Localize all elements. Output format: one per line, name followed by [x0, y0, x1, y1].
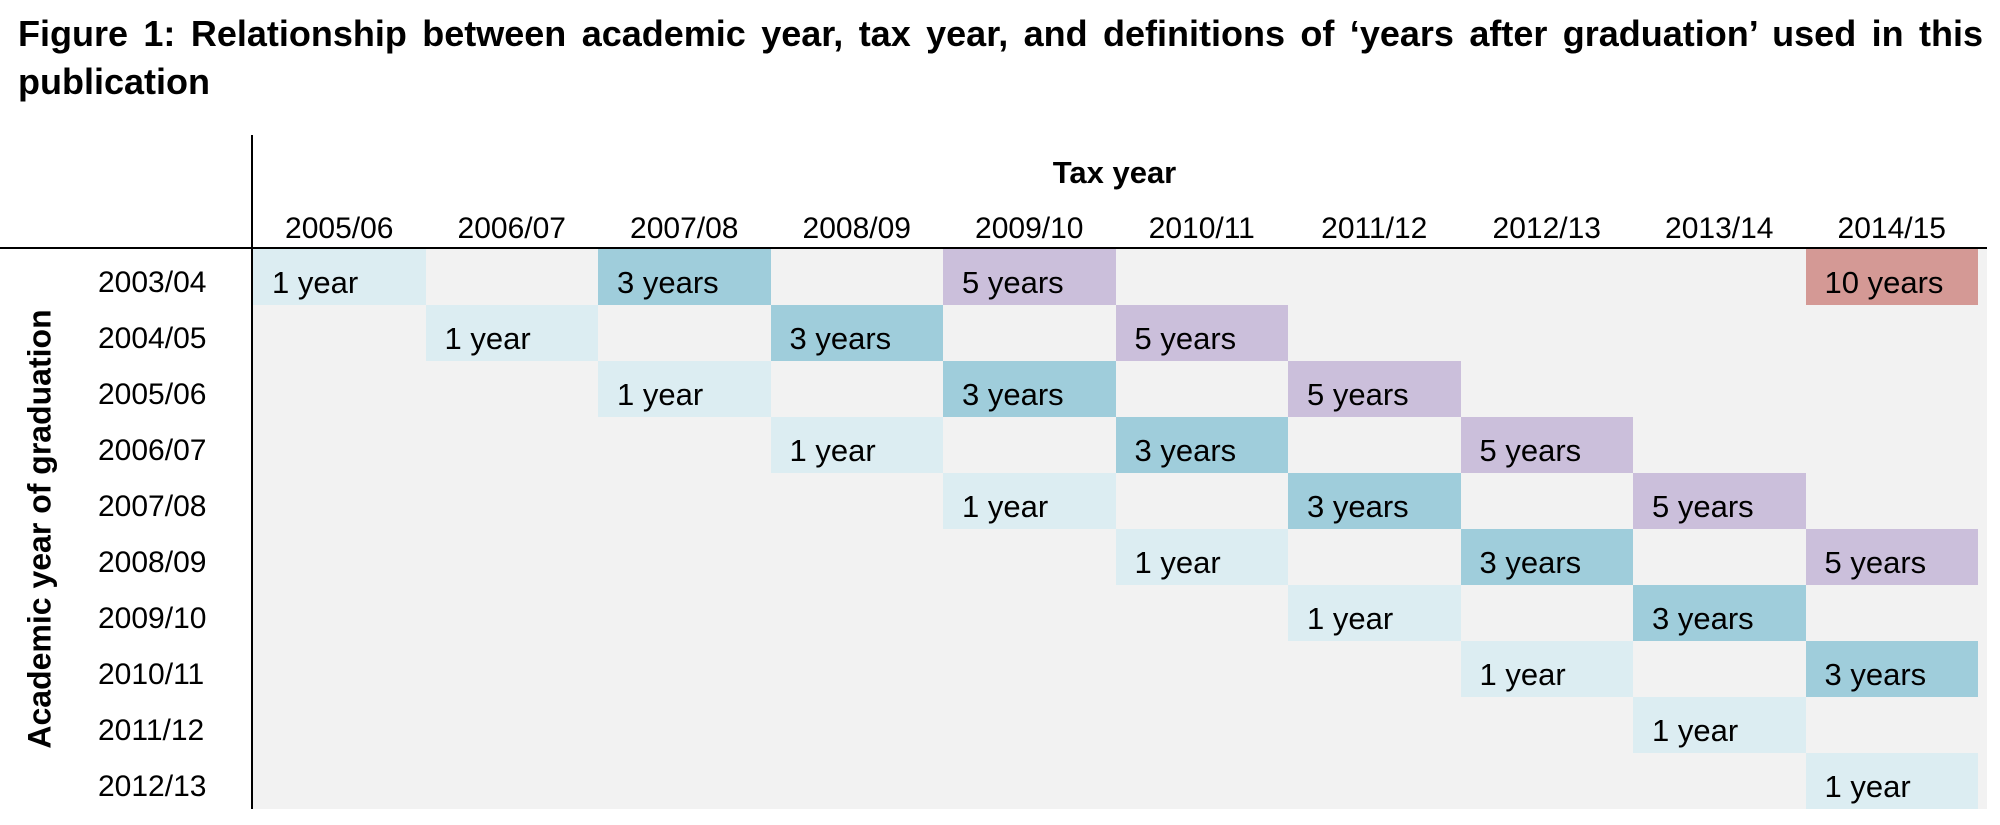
- matrix-cell-1-year: 1 year: [1288, 585, 1461, 641]
- row-axis-label: Academic year of graduation: [22, 309, 59, 749]
- matrix-cell-1-year: 1 year: [943, 473, 1116, 529]
- matrix-cell-1-year: 1 year: [425, 305, 598, 361]
- matrix-cell-1-year: 1 year: [598, 361, 771, 417]
- matrix-cell-3-years: 3 years: [1805, 641, 1978, 697]
- matrix-cell-3-years: 3 years: [1633, 585, 1806, 641]
- matrix-cell-1-year: 1 year: [253, 249, 426, 305]
- years-after-graduation-matrix: Tax year Academic year of graduation 200…: [0, 135, 2000, 825]
- row-axis-label-wrapper: Academic year of graduation: [0, 249, 80, 809]
- matrix-cell-3-years: 3 years: [1115, 417, 1288, 473]
- column-axis-label: Tax year: [1052, 155, 1177, 190]
- matrix-cell-5-years: 5 years: [1460, 417, 1633, 473]
- row-header-2012-13: 2012/13: [98, 770, 207, 803]
- matrix-cell-3-years: 3 years: [770, 305, 943, 361]
- column-header-2010-11: 2010/11: [1148, 212, 1255, 245]
- column-header-2014-15: 2014/15: [1837, 212, 1946, 245]
- matrix-cell-1-year: 1 year: [1805, 753, 1978, 809]
- matrix-cell-5-years: 5 years: [1115, 305, 1288, 361]
- matrix-cell-3-years: 3 years: [1460, 529, 1633, 585]
- matrix-cell-3-years: 3 years: [943, 361, 1116, 417]
- column-header-2005-06: 2005/06: [285, 212, 394, 245]
- matrix-cell-3-years: 3 years: [1288, 473, 1461, 529]
- matrix-cell-1-year: 1 year: [1115, 529, 1288, 585]
- matrix-cell-3-years: 3 years: [598, 249, 771, 305]
- matrix-cell-5-years: 5 years: [1633, 473, 1806, 529]
- matrix-cell-5-years: 5 years: [1805, 529, 1978, 585]
- column-header-2011-12: 2011/12: [1321, 212, 1428, 245]
- row-header-2009-10: 2009/10: [98, 602, 207, 635]
- row-header-2010-11: 2010/11: [98, 658, 205, 691]
- column-header-2007-08: 2007/08: [630, 212, 739, 245]
- matrix-cell-1-year: 1 year: [770, 417, 943, 473]
- matrix-cell-1-year: 1 year: [1460, 641, 1633, 697]
- row-header-2005-06: 2005/06: [98, 378, 207, 411]
- matrix-cell-10-years: 10 years: [1805, 249, 1978, 305]
- matrix-cell-1-year: 1 year: [1633, 697, 1806, 753]
- vertical-divider: [251, 135, 253, 809]
- column-header-2013-14: 2013/14: [1665, 212, 1774, 245]
- row-header-2006-07: 2006/07: [98, 434, 207, 467]
- column-header-2006-07: 2006/07: [457, 212, 566, 245]
- row-header-2004-05: 2004/05: [98, 322, 207, 355]
- figure-title: Figure 1: Relationship between academic …: [18, 13, 1983, 102]
- column-header-2008-09: 2008/09: [802, 212, 911, 245]
- row-header-2011-12: 2011/12: [98, 714, 205, 747]
- row-header-2007-08: 2007/08: [98, 490, 207, 523]
- column-header-2012-13: 2012/13: [1492, 212, 1601, 245]
- horizontal-divider: [0, 247, 1987, 249]
- row-header-2008-09: 2008/09: [98, 546, 207, 579]
- row-header-2003-04: 2003/04: [98, 266, 207, 299]
- matrix-cell-5-years: 5 years: [943, 249, 1116, 305]
- matrix-cell-5-years: 5 years: [1288, 361, 1461, 417]
- column-header-2009-10: 2009/10: [975, 212, 1084, 245]
